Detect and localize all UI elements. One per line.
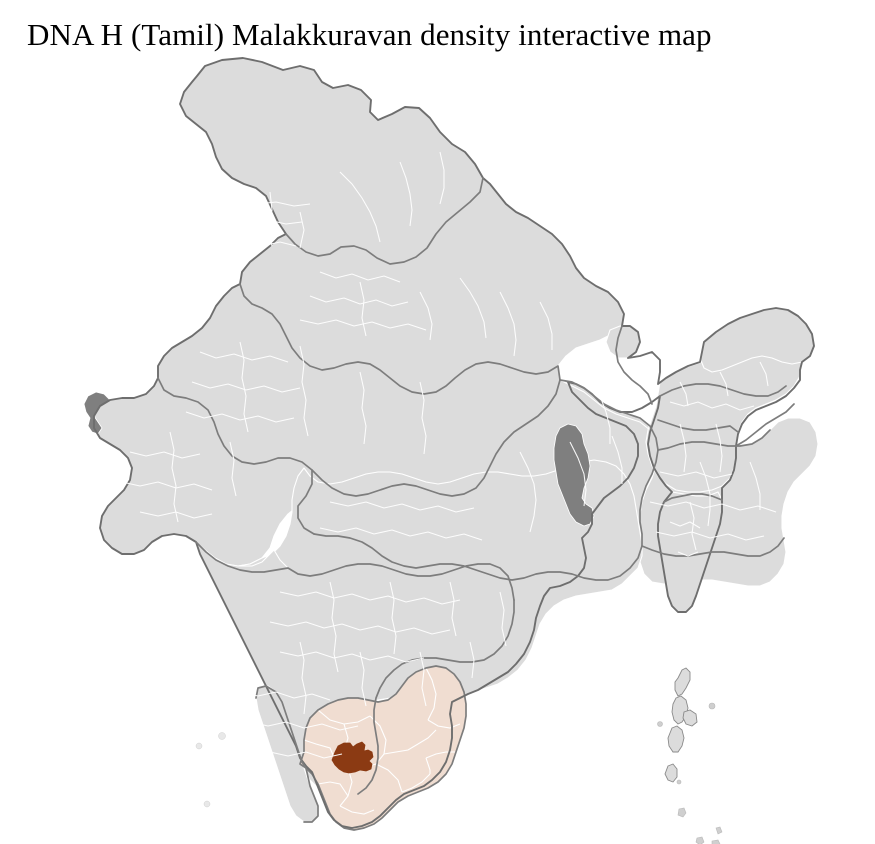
island-dot-lakshadweep-2[interactable] [218,732,226,740]
island-south-andaman[interactable] [667,725,685,753]
island-nancowry[interactable] [695,836,705,844]
map-canvas[interactable] [0,52,875,844]
island-dot-nicobar-north[interactable] [676,779,682,785]
highlighted-state-tamil-nadu[interactable] [299,665,467,831]
dark-gray-region-layer[interactable] [83,391,595,527]
state-border-gujarat [157,377,315,535]
state-border-bengal-neck [615,325,653,405]
state-border-manipur [663,493,723,503]
state-border-mp-maharashtra [313,533,643,581]
island-baratang[interactable] [682,709,698,727]
india-map[interactable] [0,52,875,844]
state-border-punjab-rajasthan [239,283,561,395]
island-dot-lakshadweep-1[interactable] [195,742,203,750]
state-border-up-mp [559,379,659,547]
andaman-nicobar-islands[interactable] [657,667,723,844]
state-border-layer [93,57,815,829]
island-great-nicobar[interactable] [711,839,721,844]
state-border-rajasthan-mp [311,379,561,497]
state-border-maharashtra-karnataka [195,541,515,601]
island-nicobar-small-1[interactable] [715,826,723,835]
lakshadweep-islands[interactable] [195,732,226,808]
district-layer[interactable] [93,57,819,823]
state-border-nagaland [735,403,795,447]
island-dot-narcondam[interactable] [708,702,716,710]
district-kutch-dark[interactable] [83,391,111,435]
highlighted-district-salem[interactable] [331,741,374,774]
island-dot-lakshadweep-3[interactable] [203,800,211,808]
state-border-meghalaya-south [657,419,739,433]
island-north-andaman[interactable] [674,667,691,697]
state-border-kerala-tn [303,767,319,823]
state-border-jk-himachal [285,177,484,265]
district-line-texture [121,151,777,759]
state-border-bihar-jharkhand [657,429,771,451]
tamil-nadu-state-border [299,665,467,831]
island-dot-barren[interactable] [657,721,663,727]
national-boundary [93,57,815,829]
district-east-coast-dark[interactable] [553,423,595,527]
page-title: DNA H (Tamil) Malakkuravan density inter… [27,17,712,52]
state-border-karnataka-ap [357,599,515,795]
island-car-nicobar[interactable] [677,807,687,818]
state-border-jharkhand-odisha [641,537,785,557]
island-little-andaman[interactable] [664,763,678,783]
